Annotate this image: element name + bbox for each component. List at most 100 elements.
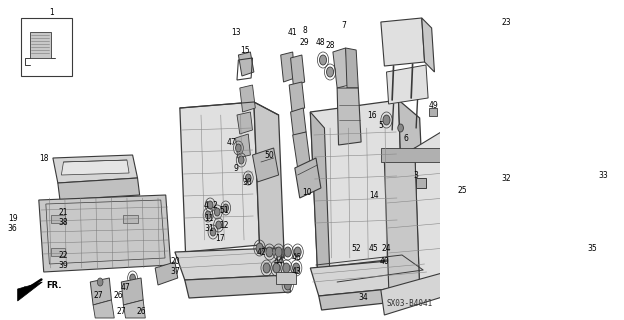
Polygon shape [253, 148, 278, 182]
Polygon shape [319, 285, 432, 310]
Text: 45: 45 [369, 244, 379, 252]
Circle shape [236, 144, 241, 152]
Polygon shape [29, 32, 51, 58]
Circle shape [256, 243, 263, 253]
Polygon shape [254, 102, 284, 258]
Circle shape [223, 204, 228, 212]
Text: 24: 24 [382, 244, 391, 252]
Circle shape [263, 263, 270, 273]
Circle shape [210, 228, 216, 236]
Polygon shape [295, 158, 321, 198]
Polygon shape [337, 88, 361, 145]
Polygon shape [237, 112, 253, 134]
Text: 5: 5 [378, 121, 383, 130]
Polygon shape [381, 18, 424, 66]
Circle shape [326, 67, 334, 77]
Text: FR.: FR. [46, 281, 61, 290]
Text: 26: 26 [136, 308, 146, 316]
Circle shape [130, 274, 135, 282]
Text: 51: 51 [220, 205, 229, 214]
Polygon shape [61, 160, 129, 175]
Text: 40: 40 [379, 258, 389, 267]
Polygon shape [39, 195, 171, 272]
Text: 14: 14 [369, 190, 379, 199]
Text: 37: 37 [170, 268, 180, 276]
Text: 50: 50 [265, 150, 275, 159]
Text: 17: 17 [215, 234, 225, 243]
Polygon shape [399, 100, 427, 272]
Polygon shape [90, 278, 112, 305]
Polygon shape [58, 178, 140, 200]
Text: 38: 38 [59, 218, 68, 227]
Circle shape [284, 247, 291, 257]
Bar [124, 215, 137, 223]
Polygon shape [381, 272, 449, 315]
Text: 20: 20 [170, 258, 180, 267]
Text: 47: 47 [227, 138, 236, 147]
Text: 41: 41 [288, 28, 298, 36]
Polygon shape [175, 248, 288, 280]
Polygon shape [124, 300, 145, 318]
Text: 52: 52 [351, 244, 361, 252]
Polygon shape [238, 52, 254, 76]
Text: 2: 2 [213, 201, 218, 210]
Bar [51, 248, 65, 256]
Text: 44: 44 [274, 258, 283, 267]
Text: 7: 7 [342, 20, 346, 29]
Text: 1: 1 [49, 7, 54, 17]
Text: 23: 23 [502, 18, 511, 27]
Text: 27: 27 [117, 308, 126, 316]
Text: 10: 10 [302, 188, 311, 196]
Bar [381, 148, 448, 162]
Bar [21, 18, 72, 76]
Circle shape [205, 211, 211, 219]
Circle shape [293, 263, 300, 273]
Circle shape [207, 201, 213, 209]
Text: 4: 4 [203, 201, 208, 210]
Polygon shape [291, 55, 305, 86]
Polygon shape [422, 18, 434, 72]
Circle shape [97, 278, 103, 286]
Polygon shape [310, 112, 330, 280]
Text: 33: 33 [598, 171, 608, 180]
Text: 46: 46 [291, 253, 301, 262]
Text: 43: 43 [291, 268, 301, 276]
Text: 9: 9 [234, 164, 239, 172]
Polygon shape [386, 65, 428, 104]
Text: 34: 34 [358, 293, 368, 302]
Text: 8: 8 [302, 26, 307, 35]
Circle shape [275, 247, 282, 257]
Text: 19: 19 [8, 213, 17, 222]
Text: 28: 28 [325, 41, 335, 50]
Circle shape [383, 115, 390, 125]
Text: 48: 48 [316, 37, 326, 46]
Polygon shape [415, 130, 448, 290]
Bar [51, 215, 65, 223]
Polygon shape [236, 134, 250, 158]
Text: 22: 22 [59, 251, 68, 260]
Text: 21: 21 [59, 207, 68, 217]
Polygon shape [310, 100, 404, 268]
Polygon shape [240, 85, 255, 112]
Text: 11: 11 [204, 213, 213, 222]
Text: 25: 25 [457, 186, 467, 195]
Polygon shape [155, 262, 178, 285]
Polygon shape [93, 300, 114, 318]
Polygon shape [291, 108, 306, 136]
Polygon shape [289, 82, 305, 112]
Bar [276, 272, 296, 284]
Text: 15: 15 [241, 45, 250, 54]
Bar [416, 178, 426, 188]
Text: 18: 18 [39, 154, 49, 163]
Text: SX03-B4041: SX03-B4041 [387, 299, 433, 308]
Circle shape [273, 263, 280, 273]
Text: 12: 12 [220, 220, 229, 229]
Text: 49: 49 [429, 100, 439, 109]
Circle shape [245, 174, 251, 182]
Text: 16: 16 [368, 110, 377, 119]
Circle shape [283, 263, 290, 273]
Circle shape [238, 156, 244, 164]
Circle shape [397, 124, 404, 132]
Polygon shape [180, 102, 260, 252]
Circle shape [216, 221, 222, 229]
